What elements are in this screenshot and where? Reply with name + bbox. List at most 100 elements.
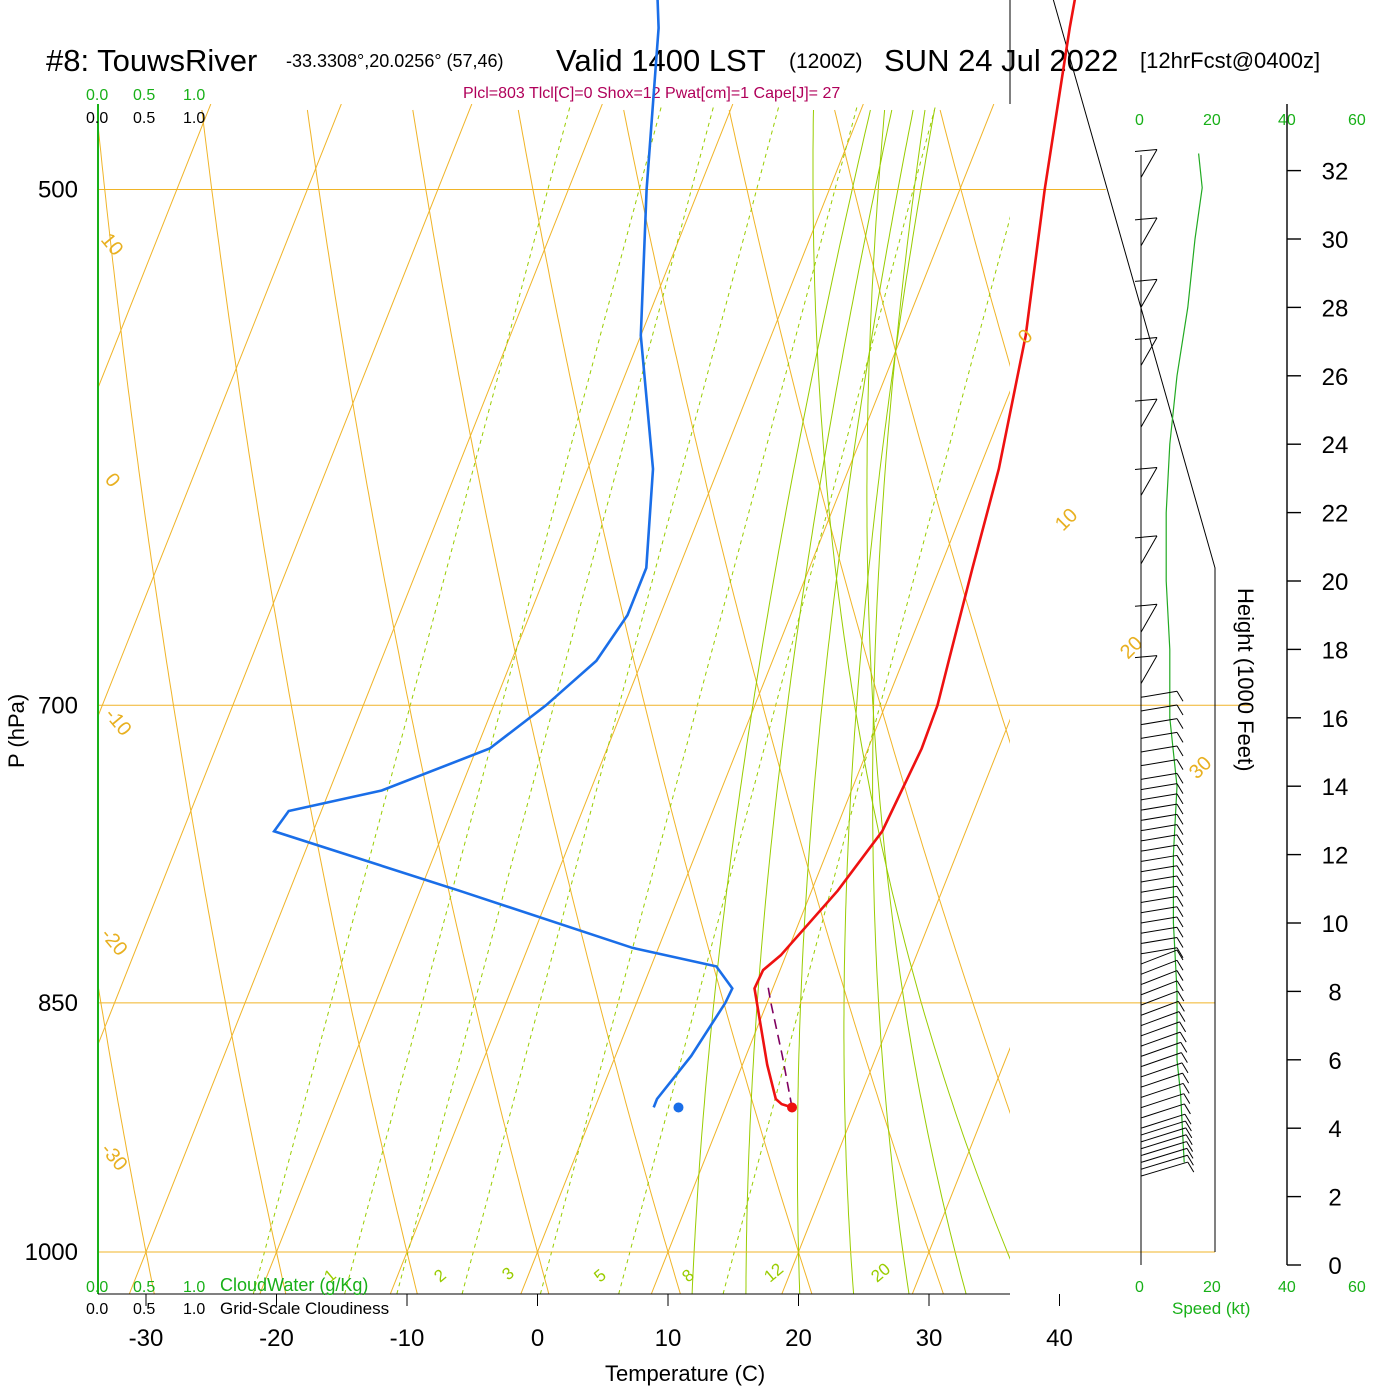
wind-barb <box>1140 759 1178 767</box>
pressure-tick-label: 500 <box>38 177 78 204</box>
temperature-tick-label: 30 <box>916 1325 943 1352</box>
isotherm-line <box>650 390 1010 1294</box>
dry-adiabat-label: 10 <box>96 229 127 260</box>
temperature-profile <box>753 0 1077 1109</box>
wind-barb <box>1140 1041 1181 1057</box>
mixing-ratio-label: 20 <box>867 1259 894 1286</box>
wind-barb-flag <box>1181 1062 1189 1074</box>
height-tick-label: 10 <box>1322 911 1349 938</box>
isotherm-line <box>128 104 603 1294</box>
wind-barb <box>1140 217 1158 247</box>
wind-barb <box>1140 885 1178 893</box>
bottom-scales: 0.0 0.5 1.0 CloudWater (g/Kg) 0.0 0.5 1.… <box>86 1275 389 1318</box>
wind-barb-flag <box>1176 783 1184 794</box>
cloudiness-tick-2: 1.0 <box>183 110 205 127</box>
wind-barb-flag <box>1185 1134 1193 1145</box>
wind-barb-flag <box>1134 337 1158 341</box>
cloudiness-tick-bottom-2: 1.0 <box>183 1301 205 1318</box>
dry-adiabat <box>623 109 944 1294</box>
chart-header: #8: TouwsRiver -33.3308°,20.0256° (57,46… <box>46 43 1320 78</box>
wind-barb <box>1140 1134 1187 1150</box>
temperature-tick-label: -10 <box>390 1325 425 1352</box>
wind-barb-flag <box>1186 1154 1194 1166</box>
wind-barb <box>1140 398 1158 428</box>
wind-barb <box>1140 1154 1188 1170</box>
right-boundary-lower <box>1052 0 1216 1252</box>
pressure-lines <box>98 189 1251 1253</box>
wind-barb-flag <box>1176 980 1184 992</box>
wind-barb-flag <box>1184 1120 1192 1132</box>
wind-barb <box>1140 745 1178 753</box>
wind-barb-flag <box>1176 704 1184 716</box>
wind-barb <box>1140 783 1178 791</box>
cloudwater-tick-2: 1.0 <box>183 87 205 104</box>
cloudwater-tick-0: 0.0 <box>86 87 108 104</box>
isotherm-line <box>98 104 212 390</box>
wind-barb <box>1140 279 1158 308</box>
surface-temperature-dot <box>787 1102 798 1113</box>
height-tick-label: 16 <box>1322 706 1349 733</box>
mixing-ratio-line <box>461 104 780 1294</box>
height-axis-label: Height (1000 Feet) <box>1233 588 1258 771</box>
dry-adiabat <box>728 109 1010 1115</box>
wind-barb-flag <box>1176 916 1184 928</box>
speed-tick-top-0: 0 <box>1135 112 1144 129</box>
wind-barb <box>1140 937 1178 945</box>
temperature-tick-label: -30 <box>129 1325 164 1352</box>
mixing-ratio-label: 2 <box>430 1265 449 1286</box>
height-tick-label: 0 <box>1328 1253 1341 1280</box>
mixing-ratio-label: 8 <box>678 1265 697 1286</box>
wind-barb-flag <box>1176 745 1184 757</box>
wind-barb-flag <box>1185 1127 1193 1139</box>
wind-barb-flag <box>1183 1093 1191 1104</box>
height-tick-label: 12 <box>1322 843 1349 870</box>
speed-tick-top-2: 40 <box>1278 112 1296 129</box>
speed-tick-top-1: 20 <box>1203 112 1221 129</box>
wind-barb <box>1140 865 1178 873</box>
mixing-ratio-label: 3 <box>498 1263 517 1284</box>
wind-barb-flag <box>1176 691 1184 702</box>
moist-adiabat <box>691 109 871 1294</box>
height-tick-label: 4 <box>1328 1116 1341 1143</box>
dry-adiabat <box>201 109 418 1294</box>
surface-dewpoint-dot <box>673 1102 684 1113</box>
wind-barb <box>1140 1011 1180 1027</box>
wind-barb <box>1140 1093 1184 1109</box>
dry-adiabat-label: -30 <box>96 1139 131 1175</box>
temperature-tick-label: 0 <box>531 1325 544 1352</box>
wind-barb-flag <box>1134 535 1158 539</box>
speed-tick-top-3: 60 <box>1348 112 1366 129</box>
pressure-tick-label: 850 <box>38 990 78 1017</box>
wind-barb <box>1140 1113 1186 1129</box>
isotherm-line <box>520 104 995 1294</box>
forecast-info: [12hrFcst@0400z] <box>1140 48 1320 73</box>
wind-barb-flag <box>1176 834 1184 846</box>
speed-label: Speed (kt) <box>1172 1299 1250 1318</box>
height-tick-label: 22 <box>1322 501 1349 528</box>
speed-scale-bottom: 0 20 40 60 Speed (kt) <box>1135 1279 1366 1318</box>
height-tick-label: 24 <box>1322 432 1349 459</box>
wind-barb <box>1140 959 1178 975</box>
wind-barb-flag <box>1179 1031 1187 1043</box>
wind-barb-flag <box>1177 990 1185 1002</box>
height-tick-label: 8 <box>1328 979 1341 1006</box>
pressure-axis-label: P (hPa) <box>4 694 29 768</box>
wind-barb <box>1140 895 1178 903</box>
speed-scale-top: 0 20 40 60 <box>1135 112 1366 129</box>
dewpoint-profile <box>272 0 734 1108</box>
wind-barb <box>1140 1052 1182 1068</box>
wind-barb <box>1140 467 1158 496</box>
isotherm-line <box>389 104 864 1294</box>
speed-tick-bottom-3: 60 <box>1348 1279 1366 1296</box>
cloudiness-tick-0: 0.0 <box>86 110 108 127</box>
wind-barb <box>1140 718 1178 726</box>
dry-adiabat <box>1046 110 1400 1294</box>
wind-barb-flag <box>1134 217 1158 221</box>
mixing-ratio-line <box>539 104 859 1294</box>
wind-barb-flag <box>1176 947 1184 959</box>
cloudiness-tick-bottom-0: 0.0 <box>86 1301 108 1318</box>
wind-barb <box>1140 875 1178 883</box>
height-tick-label: 26 <box>1322 364 1349 391</box>
